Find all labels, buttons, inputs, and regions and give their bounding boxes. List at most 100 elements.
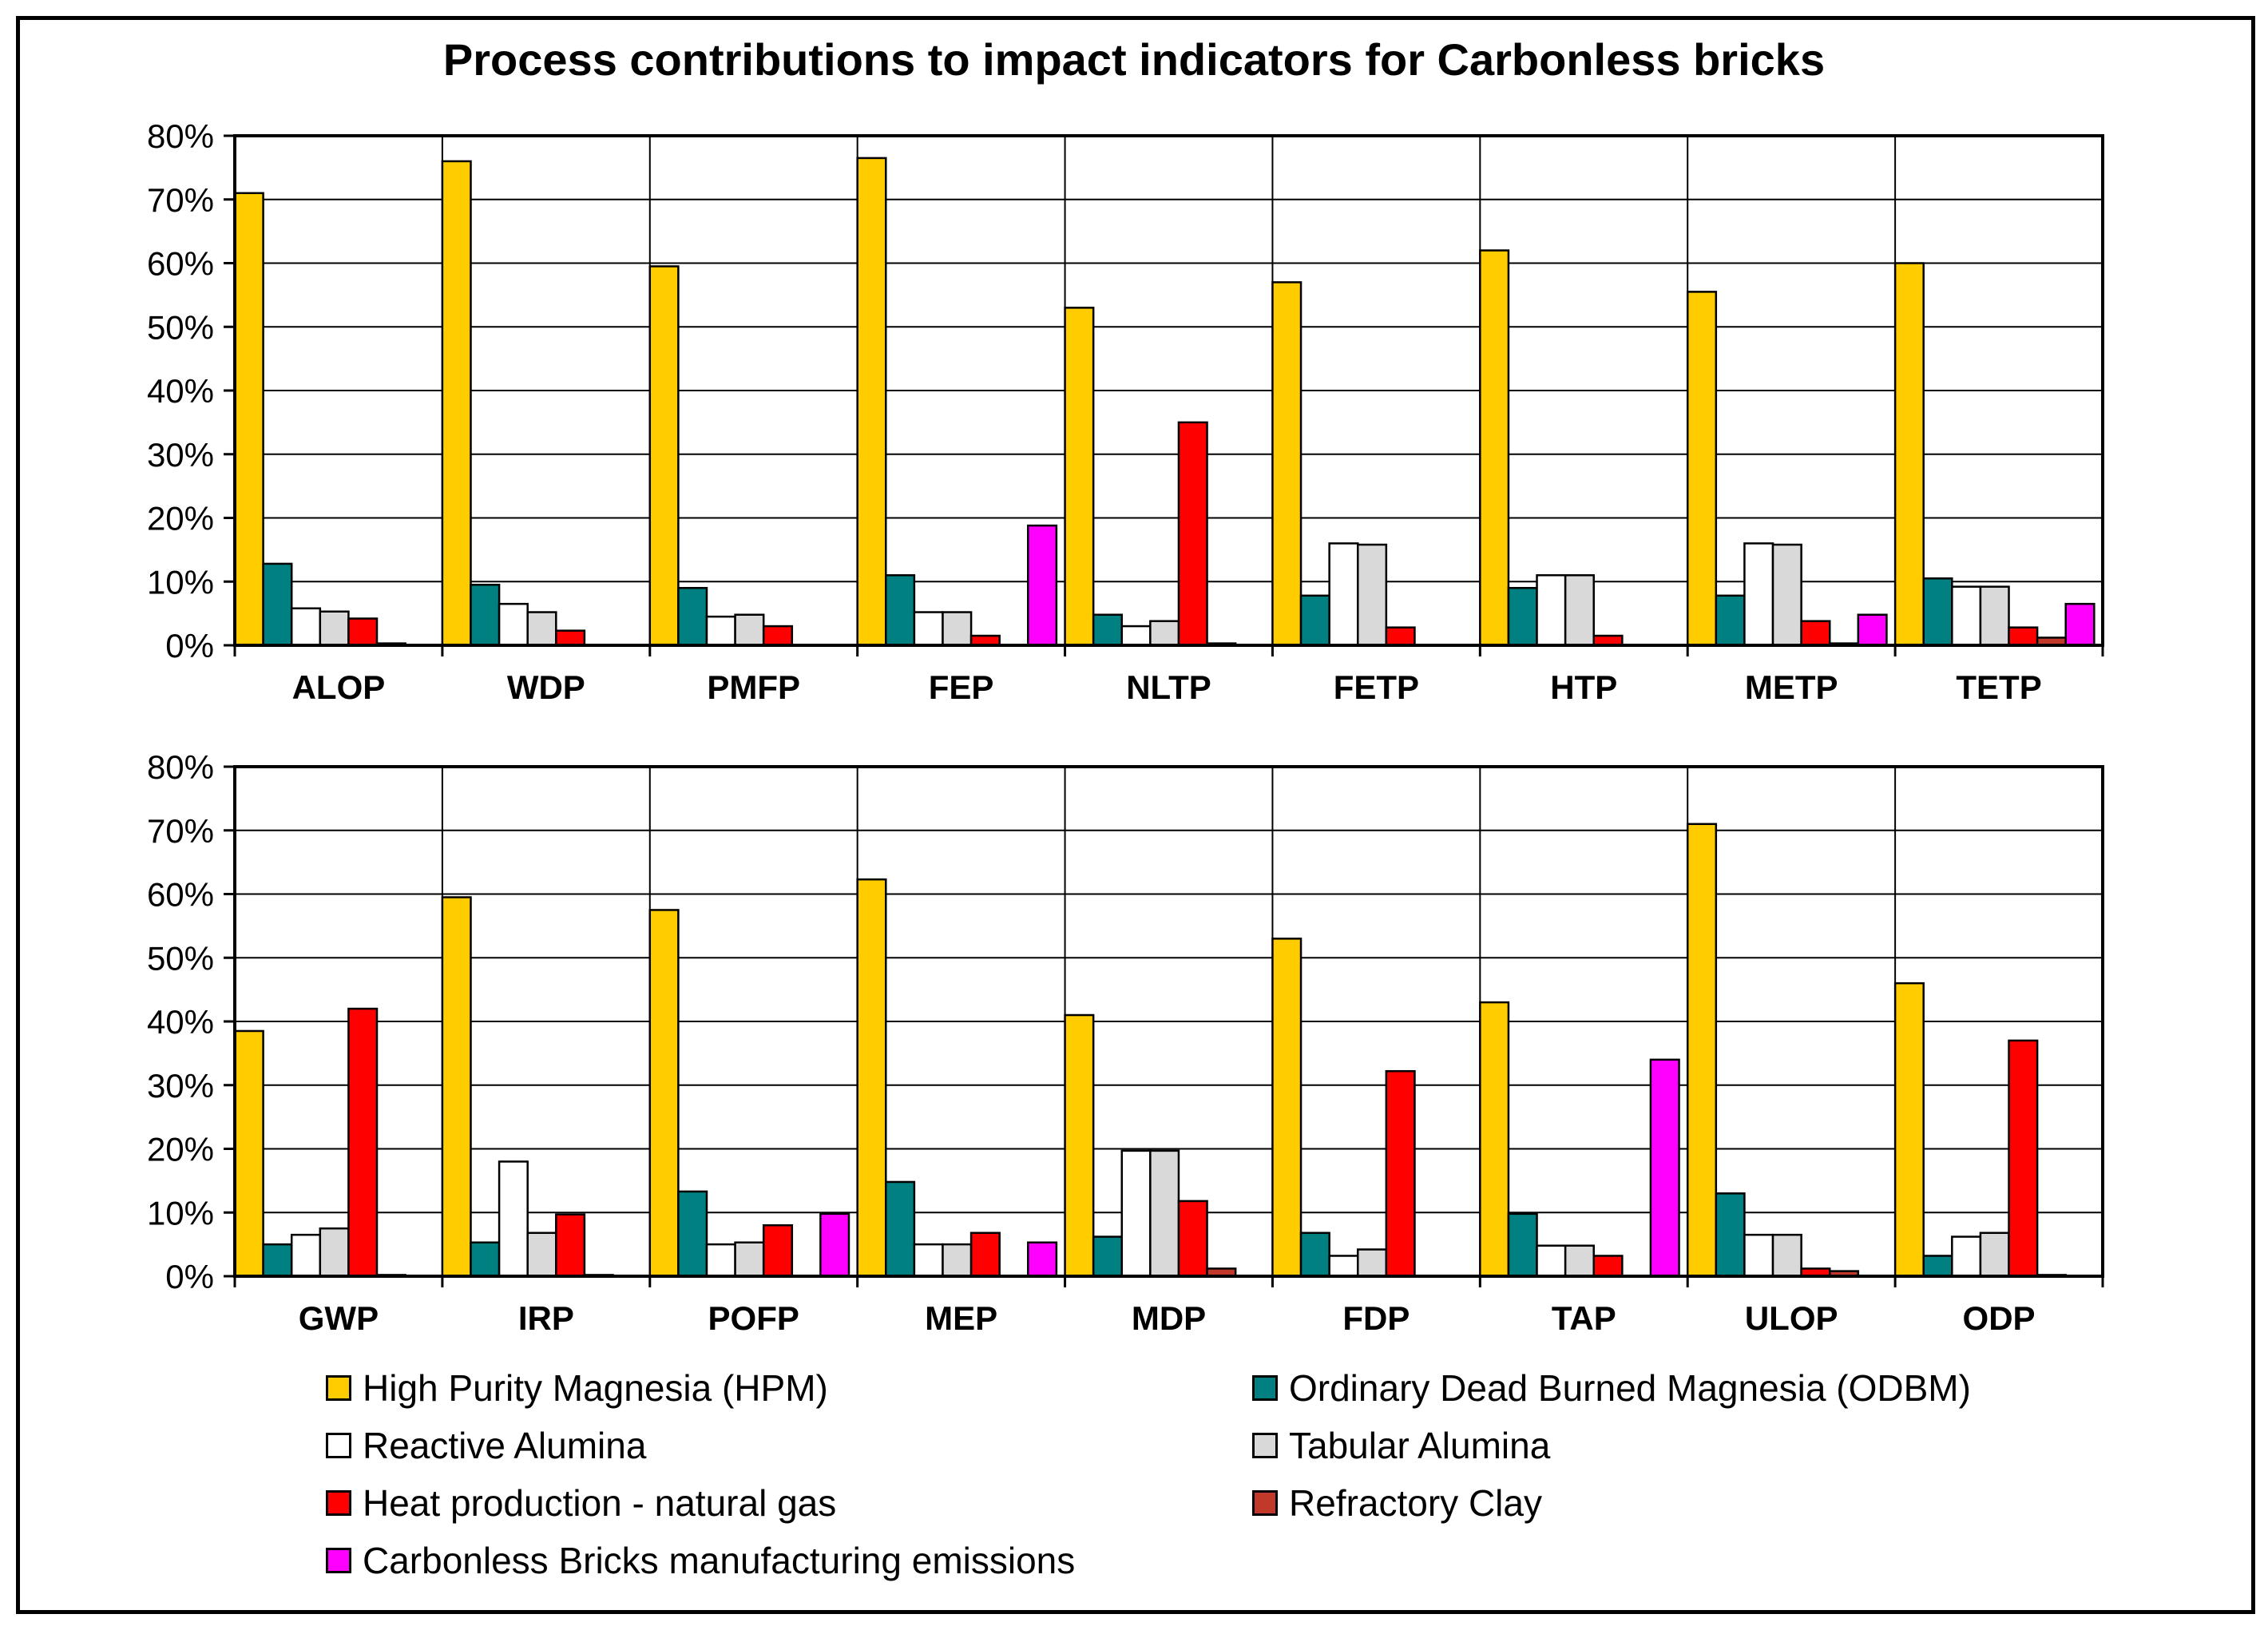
bar (1507, 1212, 1538, 1278)
bar (262, 1243, 293, 1278)
bar (1564, 1244, 1595, 1278)
y-tick-label: 30% (147, 436, 214, 474)
y-tick-label: 80% (147, 748, 214, 786)
plot-area-border (233, 765, 2104, 1278)
bar (1951, 1235, 1982, 1278)
bar (498, 1160, 529, 1278)
x-category-label: PMFP (707, 668, 800, 706)
bar (1771, 543, 1802, 647)
bar (1271, 938, 1303, 1278)
x-category-label: WDP (507, 668, 585, 706)
x-category-label: NLTP (1126, 668, 1211, 706)
bar (1649, 1058, 1680, 1278)
bar (734, 613, 765, 647)
x-category-label: ALOP (292, 668, 386, 706)
bar (1299, 594, 1330, 647)
bar (1328, 1255, 1359, 1278)
bar (1771, 1233, 1802, 1278)
bar (1120, 625, 1152, 647)
bar (1951, 585, 1982, 647)
y-tick-label: 70% (147, 812, 214, 850)
bar (913, 1243, 944, 1278)
bar (555, 629, 586, 647)
bar (942, 611, 973, 647)
bar (233, 1029, 264, 1278)
y-tick-label: 70% (147, 181, 214, 219)
bar (1385, 626, 1416, 647)
bar (1686, 823, 1718, 1278)
bar (470, 583, 501, 647)
bar (762, 1223, 794, 1278)
plot-area-border (233, 134, 2104, 647)
bar (1979, 1231, 2010, 1278)
bar (762, 625, 794, 647)
x-category-label: ODP (1963, 1299, 2036, 1337)
y-tick-label: 20% (147, 1131, 214, 1168)
bar (319, 1227, 350, 1278)
y-tick-label: 10% (147, 1194, 214, 1231)
chart-title: Process contributions to impact indicato… (442, 34, 1826, 85)
y-tick-label: 0% (165, 627, 214, 664)
bar (1893, 262, 1925, 647)
y-tick-label: 10% (147, 563, 214, 601)
bar (648, 265, 680, 647)
bar (1979, 585, 2010, 647)
bar (677, 1190, 708, 1278)
bar (1299, 1231, 1330, 1278)
bar (856, 878, 887, 1278)
bar (233, 192, 264, 647)
bar (1800, 620, 1831, 647)
x-category-label: FETP (1334, 668, 1419, 706)
bar (1893, 982, 1925, 1278)
bar (969, 1231, 1001, 1278)
bar (1092, 613, 1124, 647)
x-category-label: ULOP (1745, 1299, 1838, 1337)
bar (526, 611, 557, 647)
bar (1507, 586, 1538, 647)
bar (470, 1241, 501, 1278)
bar (1922, 577, 1953, 647)
y-tick-label: 60% (147, 876, 214, 914)
bar (1715, 594, 1746, 647)
bar (1092, 1235, 1124, 1278)
chart-frame (16, 16, 2255, 1614)
y-tick-label: 40% (147, 1003, 214, 1041)
y-tick-label: 60% (147, 245, 214, 283)
bar (1027, 524, 1058, 647)
bar (648, 909, 680, 1278)
bar (885, 574, 916, 647)
bar (1064, 307, 1095, 647)
bar (526, 1231, 557, 1278)
bar (942, 1243, 973, 1278)
bar (1064, 1013, 1095, 1278)
bar (347, 617, 379, 647)
x-category-label: METP (1745, 668, 1838, 706)
bar (2064, 602, 2096, 647)
x-category-label: HTP (1550, 668, 1617, 706)
bar (677, 586, 708, 647)
bar (441, 160, 472, 647)
x-category-label: TAP (1552, 1299, 1616, 1337)
bar (1271, 281, 1303, 647)
bar (1479, 1001, 1510, 1278)
bar (555, 1213, 586, 1278)
bar (819, 1212, 850, 1278)
bar (1479, 249, 1510, 647)
bar (1027, 1241, 1058, 1278)
bar (1328, 542, 1359, 647)
x-category-label: FEP (929, 668, 994, 706)
bar (1536, 574, 1567, 647)
bar (1177, 421, 1208, 647)
bar (1536, 1244, 1567, 1278)
x-category-label: FDP (1342, 1299, 1410, 1337)
bar (2008, 626, 2039, 647)
y-tick-label: 0% (165, 1258, 214, 1295)
bar (1149, 620, 1180, 647)
bar (1857, 613, 1888, 647)
bar (913, 611, 944, 647)
bar (319, 610, 350, 647)
x-category-label: MEP (925, 1299, 997, 1337)
bar (2008, 1039, 2039, 1278)
bar (856, 157, 887, 647)
